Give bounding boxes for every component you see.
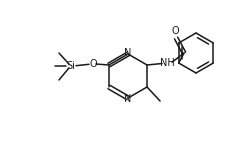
- Text: N: N: [124, 47, 132, 57]
- Text: Si: Si: [67, 61, 75, 71]
- Text: O: O: [171, 26, 179, 36]
- Text: O: O: [89, 59, 97, 69]
- Text: NH: NH: [160, 58, 174, 68]
- Text: N: N: [124, 95, 132, 104]
